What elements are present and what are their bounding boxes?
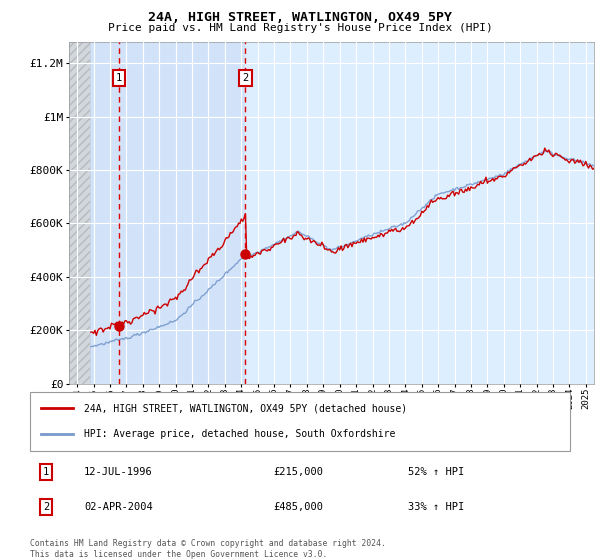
Text: 24A, HIGH STREET, WATLINGTON, OX49 5PY (detached house): 24A, HIGH STREET, WATLINGTON, OX49 5PY (…: [84, 403, 407, 413]
Text: 12-JUL-1996: 12-JUL-1996: [84, 467, 153, 477]
Text: 24A, HIGH STREET, WATLINGTON, OX49 5PY: 24A, HIGH STREET, WATLINGTON, OX49 5PY: [148, 11, 452, 24]
Text: £215,000: £215,000: [273, 467, 323, 477]
Text: 52% ↑ HPI: 52% ↑ HPI: [408, 467, 464, 477]
Text: 1: 1: [116, 73, 122, 83]
Text: 1: 1: [43, 467, 49, 477]
Text: Contains HM Land Registry data © Crown copyright and database right 2024.
This d: Contains HM Land Registry data © Crown c…: [30, 539, 386, 559]
Text: 33% ↑ HPI: 33% ↑ HPI: [408, 502, 464, 512]
Text: HPI: Average price, detached house, South Oxfordshire: HPI: Average price, detached house, Sout…: [84, 430, 395, 440]
Text: 2: 2: [242, 73, 248, 83]
Bar: [89, 42, 245, 384]
Text: 02-APR-2004: 02-APR-2004: [84, 502, 153, 512]
Bar: [69, 42, 89, 384]
Text: £485,000: £485,000: [273, 502, 323, 512]
Text: 2: 2: [43, 502, 49, 512]
FancyBboxPatch shape: [30, 392, 570, 451]
Text: Price paid vs. HM Land Registry's House Price Index (HPI): Price paid vs. HM Land Registry's House …: [107, 23, 493, 33]
